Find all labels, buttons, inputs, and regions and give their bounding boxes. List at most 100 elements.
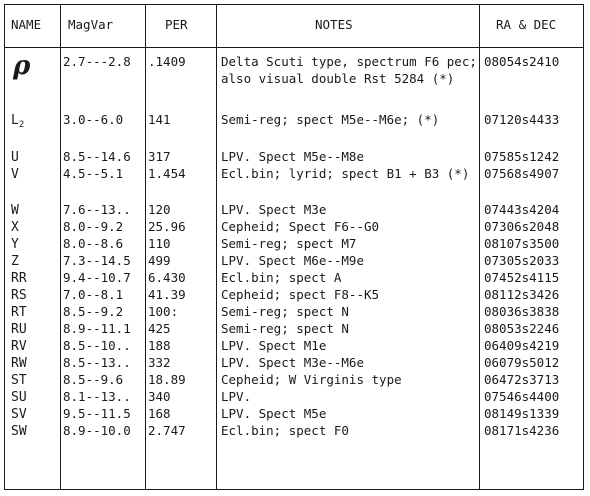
magnitude-range: 3.0--6.0 — [63, 112, 124, 127]
header-rule — [5, 47, 583, 48]
notes: Cepheid; W Virginis type — [221, 372, 402, 387]
star-name-text: Z — [11, 254, 19, 269]
table-row: W 7.6--13.. 120 LPV. Spect M3e 07443s4204 — [5, 201, 583, 218]
magnitude-range: 8.5--9.6 — [63, 372, 124, 387]
period: 425 — [148, 321, 171, 336]
period: 18.89 — [148, 372, 186, 387]
header-per: PER — [165, 17, 188, 32]
notes: Ecl.bin; lyrid; spect B1 + B3 (*) — [221, 166, 470, 181]
table-row: Z 7.3--14.5 499 LPV. Spect M6e--M9e 07305s20… — [5, 252, 583, 269]
star-name: U — [11, 148, 55, 166]
notes: Semi-reg; spect N — [221, 321, 349, 336]
magnitude-range: 8.5--14.6 — [63, 149, 131, 164]
magnitude-range: 8.0--8.6 — [63, 236, 124, 251]
ra-dec: 08036s3838 — [484, 304, 560, 319]
notes: LPV. — [221, 389, 252, 404]
magnitude-range: 8.9--10.0 — [63, 423, 131, 438]
star-name-text: RV — [11, 339, 27, 354]
period: 499 — [148, 253, 171, 268]
column-rule-per — [216, 5, 217, 489]
period: 141 — [148, 112, 171, 127]
table-row: SW 8.9--10.0 2.747 Ecl.bin; spect F0 08171s4… — [5, 422, 583, 439]
table-row: V 4.5--5.1 1.454 Ecl.bin; lyrid; spect B1 +… — [5, 165, 583, 201]
header-magvar: MagVar — [68, 17, 114, 32]
header-name: NAME — [11, 17, 42, 32]
ra-dec: 07305s2033 — [484, 253, 560, 268]
period: 6.430 — [148, 270, 186, 285]
star-name: RR — [11, 269, 55, 287]
ra-dec: 07452s4115 — [484, 270, 560, 285]
star-name-text: RU — [11, 322, 27, 337]
table-row: RR 9.4--10.7 6.430 Ecl.bin; spect A 07452s41… — [5, 269, 583, 286]
ra-dec: 08053s2246 — [484, 321, 560, 336]
table-row: RU 8.9--11.1 425 Semi-reg; spect N 08053s224… — [5, 320, 583, 337]
star-name-text: RW — [11, 356, 27, 371]
star-name: Z — [11, 252, 55, 270]
ra-dec: 06079s5012 — [484, 355, 560, 370]
magnitude-range: 4.5--5.1 — [63, 166, 124, 181]
column-rule-name — [60, 5, 61, 489]
table-body: ρ 2.7---2.8 .1409 Delta Scuti type, spectru… — [5, 53, 583, 439]
column-rule-magvar — [145, 5, 146, 489]
star-name: SV — [11, 405, 55, 423]
notes: Semi-reg; spect N — [221, 304, 349, 319]
notes: Ecl.bin; spect A — [221, 270, 342, 285]
period: 1.454 — [148, 166, 186, 181]
ra-dec: 08107s3500 — [484, 236, 560, 251]
column-rule-notes — [479, 5, 480, 489]
ra-dec: 06472s3713 — [484, 372, 560, 387]
star-name: ST — [11, 371, 55, 389]
star-name: SU — [11, 388, 55, 406]
period: .1409 — [148, 54, 186, 69]
table-row: RW 8.5--13.. 332 LPV. Spect M3e--M6e 06079s5… — [5, 354, 583, 371]
notes: Semi-reg; spect M7 — [221, 236, 357, 251]
table-row: RS 7.0--8.1 41.39 Cepheid; spect F8--K5 0811… — [5, 286, 583, 303]
notes: Semi-reg; spect M5e--M6e; (*) — [221, 112, 440, 127]
star-name-text: X — [11, 220, 19, 235]
table-header: NAME MagVar PER NOTES RA & DEC — [5, 5, 583, 49]
notes: Cepheid; spect F8--K5 — [221, 287, 380, 302]
magnitude-range: 8.9--11.1 — [63, 321, 131, 336]
magnitude-range: 8.1--13.. — [63, 389, 131, 404]
period: 340 — [148, 389, 171, 404]
star-name-text: L — [11, 113, 19, 128]
period: 2.747 — [148, 423, 186, 438]
period: 25.96 — [148, 219, 186, 234]
star-name: RV — [11, 337, 55, 355]
magnitude-range: 7.3--14.5 — [63, 253, 131, 268]
star-name: RT — [11, 303, 55, 321]
ra-dec: 07120s4433 — [484, 112, 560, 127]
ra-dec: 07306s2048 — [484, 219, 560, 234]
star-name: RU — [11, 320, 55, 338]
notes: LPV. Spect M6e--M9e — [221, 253, 364, 268]
star-name: V — [11, 165, 55, 183]
star-name-text: W — [11, 203, 19, 218]
notes: Ecl.bin; spect F0 — [221, 423, 349, 438]
rho-symbol: ρ — [13, 51, 31, 81]
ra-dec: 08149s1339 — [484, 406, 560, 421]
magnitude-range: 8.0--9.2 — [63, 219, 124, 234]
table-row: U 8.5--14.6 317 LPV. Spect M5e--M8e 07585s12… — [5, 148, 583, 165]
star-name-text: Y — [11, 237, 19, 252]
period: 100: — [148, 304, 179, 319]
star-name: RW — [11, 354, 55, 372]
table-row: L2 3.0--6.0 141 Semi-reg; spect M5e--M6e; (… — [5, 111, 583, 148]
period: 317 — [148, 149, 171, 164]
notes: LPV. Spect M5e--M8e — [221, 149, 364, 164]
notes: LPV. Spect M3e — [221, 202, 327, 217]
header-notes: NOTES — [315, 17, 353, 32]
magnitude-range: 8.5--9.2 — [63, 304, 124, 319]
star-name-text: U — [11, 150, 19, 165]
period: 110 — [148, 236, 171, 251]
variable-star-table: NAME MagVar PER NOTES RA & DEC ρ 2.7---2.… — [4, 4, 584, 490]
table-row: ρ 2.7---2.8 .1409 Delta Scuti type, spectru… — [5, 53, 583, 111]
star-name: W — [11, 201, 55, 219]
table-row: ST 8.5--9.6 18.89 Cepheid; W Virginis type 0… — [5, 371, 583, 388]
star-name: ρ — [11, 53, 55, 79]
ra-dec: 07443s4204 — [484, 202, 560, 217]
table-row: RV 8.5--10.. 188 LPV. Spect M1e 06409s4219 — [5, 337, 583, 354]
star-name: RS — [11, 286, 55, 304]
star-name-text: RR — [11, 271, 27, 286]
magnitude-range: 8.5--10.. — [63, 338, 131, 353]
star-name: L2 — [11, 111, 55, 131]
